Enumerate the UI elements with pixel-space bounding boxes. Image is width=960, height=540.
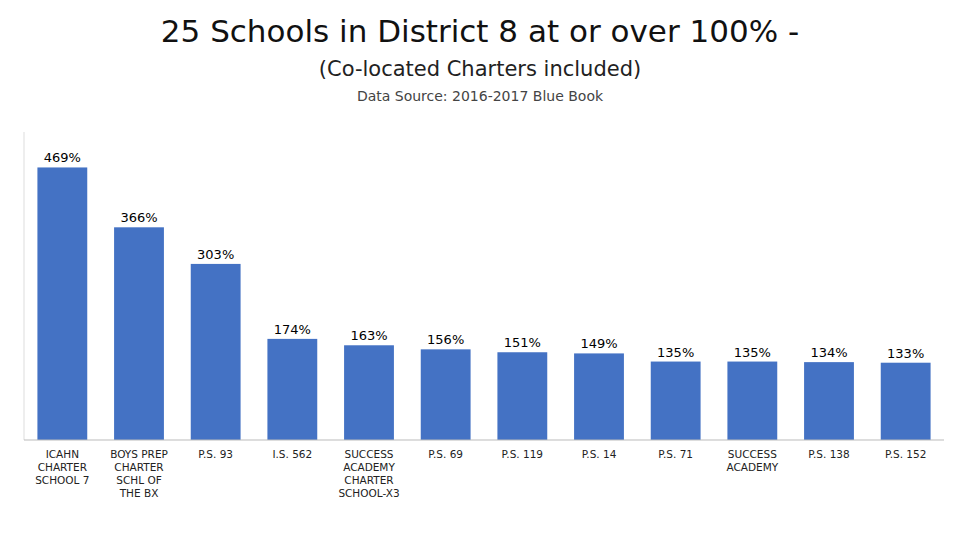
bar — [727, 362, 777, 440]
data-label: 135% — [657, 345, 694, 360]
y-axis-line — [24, 132, 25, 440]
x-tick-label: P.S. 138 — [808, 448, 849, 460]
x-tick-label: P.S. 152 — [885, 448, 926, 460]
data-label: 133% — [887, 346, 924, 361]
bar — [881, 363, 931, 440]
data-label: 303% — [197, 247, 234, 262]
chart: 25 Schools in District 8 at or over 100%… — [0, 0, 960, 540]
data-label: 366% — [120, 210, 157, 225]
bar — [114, 227, 164, 440]
bar — [267, 339, 317, 440]
subtitle: (Co-located Charters included) — [319, 57, 641, 81]
x-tick-label: P.S. 93 — [198, 448, 233, 460]
data-label: 134% — [810, 345, 847, 360]
data-label: 135% — [734, 345, 771, 360]
bar — [804, 362, 854, 440]
x-tick-label: BOYS PREPCHARTERSCHL OFTHE BX — [110, 448, 168, 499]
bar — [37, 167, 87, 440]
bar — [191, 264, 241, 440]
title: 25 Schools in District 8 at or over 100%… — [161, 13, 799, 49]
bars — [37, 167, 930, 440]
bar — [421, 349, 471, 440]
bar — [344, 345, 394, 440]
x-tick-label: I.S. 562 — [272, 448, 312, 460]
x-tick-label: SUCCESSACADEMY — [726, 448, 778, 473]
x-tick-label: P.S. 119 — [502, 448, 543, 460]
x-tick-label: P.S. 14 — [582, 448, 617, 460]
bar — [497, 352, 547, 440]
data-label: 469% — [44, 150, 81, 165]
data-label: 156% — [427, 332, 464, 347]
data-label: 163% — [350, 328, 387, 343]
bar — [651, 362, 701, 440]
x-axis-line — [24, 440, 944, 441]
x-tick-label: ICAHNCHARTERSCHOOL 7 — [35, 448, 89, 486]
data-label: 174% — [274, 322, 311, 337]
bar — [574, 353, 624, 440]
data-label: 151% — [504, 335, 541, 350]
x-tick-label: SUCCESSACADEMYCHARTERSCHOOL-X3 — [338, 448, 399, 499]
x-tick-label: P.S. 71 — [658, 448, 693, 460]
x-tick-label: P.S. 69 — [428, 448, 463, 460]
data-label: 149% — [580, 336, 617, 351]
annotation: Data Source: 2016-2017 Blue Book — [357, 88, 604, 104]
